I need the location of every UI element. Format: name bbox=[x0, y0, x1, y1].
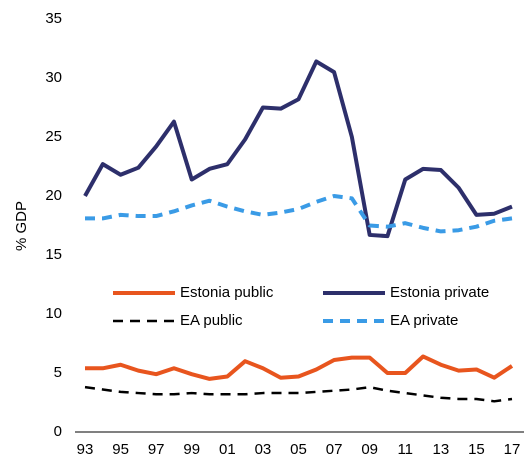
y-tick-label: 15 bbox=[45, 246, 62, 263]
y-tick-label: 30 bbox=[45, 69, 62, 86]
x-tick-label: 97 bbox=[148, 441, 165, 458]
y-tick-label: 5 bbox=[54, 364, 62, 381]
x-tick-label: 93 bbox=[77, 441, 94, 458]
x-tick-label: 13 bbox=[432, 441, 449, 458]
x-tick-label: 17 bbox=[504, 441, 521, 458]
legend-label: Estonia private bbox=[390, 284, 489, 301]
series-line bbox=[83, 59, 513, 239]
legend-label: EA public bbox=[180, 312, 243, 329]
x-tick-label: 03 bbox=[255, 441, 272, 458]
y-tick-label: 35 bbox=[45, 10, 62, 27]
x-tick-label: 09 bbox=[361, 441, 378, 458]
x-tick-label: 11 bbox=[397, 441, 413, 458]
x-tick-label: 01 bbox=[219, 441, 236, 458]
legend-label: EA private bbox=[390, 312, 458, 329]
y-tick-label: 10 bbox=[45, 305, 62, 322]
x-tick-label: 15 bbox=[468, 441, 485, 458]
series-line bbox=[85, 354, 514, 381]
series-line bbox=[84, 385, 513, 403]
y-tick-label: 0 bbox=[54, 423, 62, 440]
y-tick-label: 25 bbox=[45, 128, 62, 145]
x-tick-label: 05 bbox=[290, 441, 307, 458]
y-axis-label: % GDP bbox=[13, 201, 30, 251]
y-tick-label: 20 bbox=[45, 187, 62, 204]
legend-label: Estonia public bbox=[180, 284, 274, 301]
series-line bbox=[85, 194, 513, 234]
x-tick-label: 95 bbox=[112, 441, 129, 458]
x-tick-label: 99 bbox=[183, 441, 200, 458]
x-tick-label: 07 bbox=[326, 441, 343, 458]
